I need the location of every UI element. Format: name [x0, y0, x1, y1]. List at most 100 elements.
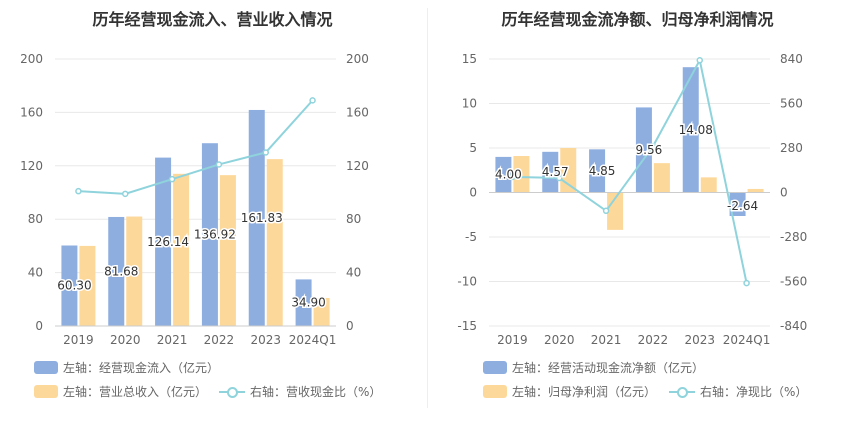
y-right-tick-label: 40: [346, 266, 361, 280]
bar-series1: [108, 216, 125, 326]
y-left-tick-label: 10: [462, 97, 477, 111]
left-chart-svg: 0 40 80 120 160 200 0 40 80 120 160 200 2019 2020 2021…: [20, 52, 369, 347]
data-label: 9.56: [636, 143, 663, 157]
line-point: [122, 190, 129, 198]
bar-series1: [155, 157, 172, 326]
bar-series1: [729, 192, 746, 216]
y-right-tick-label: 80: [346, 212, 361, 226]
x-tick-label: 2024Q1: [723, 333, 771, 347]
legend-net-cash-ratio[interactable]: 右轴：净现比（%）: [669, 383, 807, 400]
y-right-tick-label: 840: [780, 52, 803, 66]
line-point: [696, 57, 703, 64]
bar-series2: [219, 175, 236, 326]
y-right-tick-label: 280: [780, 141, 803, 155]
bar-series1: [61, 245, 78, 326]
line-point: [556, 174, 563, 182]
legend-bar1-label: 左轴：经营现金流入（亿元）: [63, 361, 220, 375]
bar-series1: [495, 156, 512, 193]
x-tick-label: 2022: [638, 333, 669, 347]
line-series: [78, 99, 314, 195]
data-label: 4.57: [542, 165, 569, 179]
legend-bar2-label: 左轴：归母净利润（亿元）: [512, 385, 657, 399]
y-left-tick-label: 15: [462, 52, 477, 66]
legend-bar1-swatch: [483, 361, 507, 374]
y-left-tick-label: 5: [469, 141, 477, 155]
legend-bar1-swatch: [34, 361, 58, 374]
y-left-tick-label: 200: [20, 52, 43, 66]
x-tick-label: 2024Q1: [289, 333, 337, 347]
bar-series1: [248, 109, 265, 327]
legend-bar2-label: 左轴：营业总收入（亿元）: [63, 385, 208, 399]
data-label: 81.68: [104, 264, 138, 278]
line-point: [215, 161, 223, 168]
y-right-tick-label: -840: [780, 319, 807, 333]
bar-series1: [295, 279, 312, 326]
x-tick-label: 2022: [204, 333, 235, 347]
data-label: 4.85: [589, 164, 616, 178]
x-tick-label: 2023: [684, 333, 715, 347]
right-chart-title: 历年经营现金流净额、归母净利润情况: [501, 10, 774, 29]
y-left-tick-label: -15: [457, 319, 477, 333]
legend-net-cash-flow[interactable]: 左轴：经营活动现金流净额（亿元）: [483, 359, 704, 376]
x-tick-label: 2023: [250, 333, 281, 347]
y-right-tick-label: 200: [346, 52, 369, 66]
bar-series1: [589, 149, 606, 193]
y-right-tick-label: 160: [346, 105, 369, 119]
bar-series1: [682, 67, 699, 193]
line-point: [602, 207, 610, 215]
y-right-tick-label: 0: [346, 319, 354, 333]
data-label: -2.64: [727, 199, 758, 213]
bar-series2: [747, 188, 764, 193]
data-label: 14.08: [679, 123, 713, 137]
y-left-tick-label: 0: [469, 186, 477, 200]
y-right-tick-label: 560: [780, 97, 803, 111]
y-right-tick-label: -560: [780, 275, 807, 289]
y-left-tick-label: -5: [465, 230, 477, 244]
legend-line-label: 右轴：净现比（%）: [700, 385, 808, 399]
x-tick-label: 2019: [497, 333, 528, 347]
data-label: 34.90: [291, 296, 325, 310]
bar-series2: [126, 216, 143, 326]
legend-bar2-swatch: [34, 385, 58, 398]
bar-series1: [201, 143, 218, 326]
legend-cash-inflow[interactable]: 左轴：经营现金流入（亿元）: [34, 359, 219, 376]
line-point: [75, 187, 82, 195]
line-point: [649, 143, 657, 150]
bar-series1: [542, 151, 559, 193]
line-point: [262, 149, 269, 156]
bar-series2: [607, 192, 624, 230]
y-left-tick-label: 80: [28, 212, 43, 226]
x-tick-label: 2021: [591, 333, 622, 347]
bar-series2: [79, 245, 96, 326]
legend-line-swatch: [669, 385, 695, 398]
bar-series2: [173, 173, 190, 326]
y-right-tick-label: -280: [780, 230, 807, 244]
bar-series2: [700, 177, 717, 193]
legend-revenue[interactable]: 左轴：营业总收入（亿元）: [34, 383, 207, 400]
legend-line-label: 右轴：营收现金比（%）: [250, 385, 382, 399]
legend-revenue-cash-ratio[interactable]: 右轴：营收现金比（%）: [219, 383, 381, 400]
legend-bar1-label: 左轴：经营活动现金流净额（亿元）: [512, 361, 705, 375]
bar-series1: [635, 107, 652, 193]
data-label: 4.00: [495, 168, 522, 182]
line-series: [512, 57, 748, 284]
y-left-tick-label: 40: [28, 266, 43, 280]
x-tick-label: 2019: [63, 333, 94, 347]
net-cash-profit-panel: 历年经营现金流净额、归母净利润情况 -15 -10 -5 0 5 10 15 -840 -560…: [425, 0, 850, 437]
x-tick-label: 2020: [544, 333, 575, 347]
legend-line-swatch: [219, 385, 245, 398]
line-point: [309, 97, 316, 104]
legend-net-profit[interactable]: 左轴：归母净利润（亿元）: [483, 383, 656, 400]
bar-series2: [313, 297, 330, 326]
line-point: [168, 175, 176, 183]
data-label: 136.92: [194, 228, 236, 242]
y-left-tick-label: 160: [20, 105, 43, 119]
line-point: [743, 279, 750, 287]
data-label: 161.83: [241, 211, 283, 225]
left-chart-title: 历年经营现金流入、营业收入情况: [92, 10, 333, 29]
legend-bar2-swatch: [483, 385, 507, 398]
x-tick-label: 2021: [157, 333, 188, 347]
y-right-tick-label: 120: [346, 159, 369, 173]
data-label: 126.14: [147, 235, 189, 249]
